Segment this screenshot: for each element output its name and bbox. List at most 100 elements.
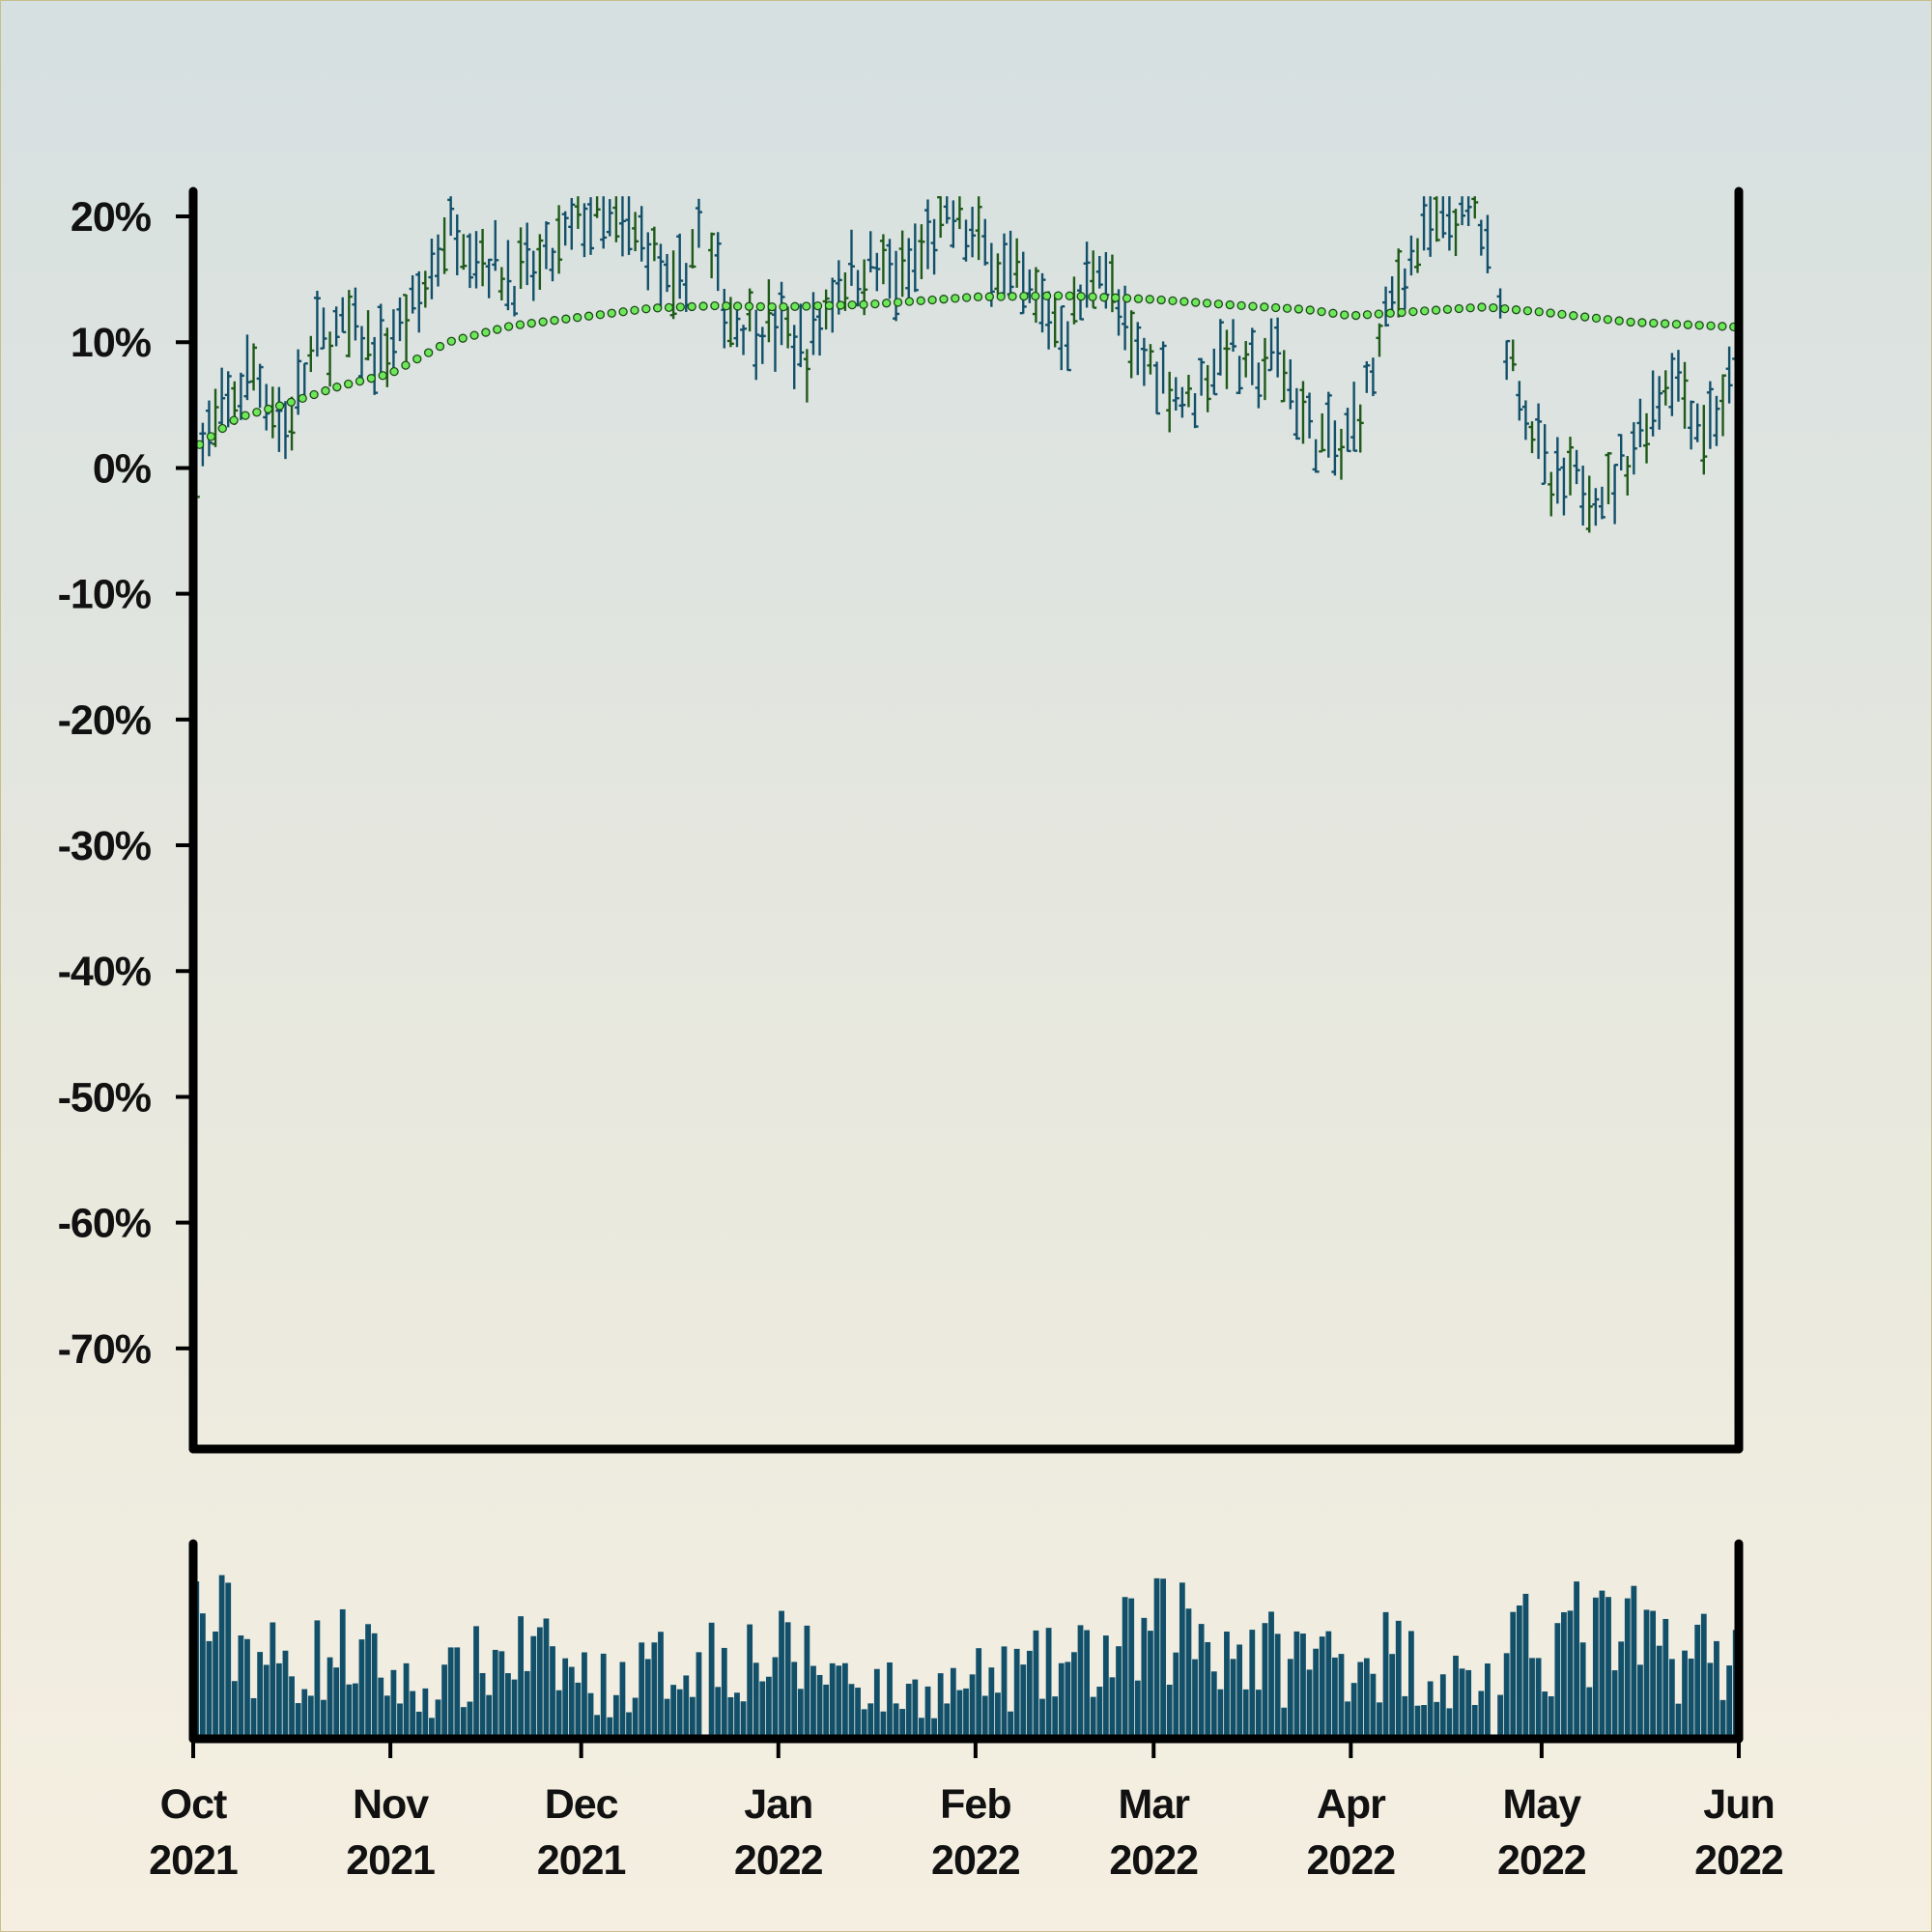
- volume-bar: [1688, 1658, 1694, 1739]
- volume-bar: [1370, 1673, 1377, 1739]
- ohlc-bar: [377, 303, 384, 375]
- moving-average-point: [389, 366, 399, 377]
- volume-bar: [1262, 1623, 1268, 1739]
- ohlc-bar: [485, 258, 493, 298]
- ohlc-bar: [1095, 255, 1103, 289]
- ohlc-bar: [1191, 393, 1199, 429]
- volume-bar: [708, 1622, 715, 1739]
- moving-average-point: [664, 302, 674, 313]
- ohlc-bar: [1216, 319, 1224, 376]
- moving-average-point: [893, 298, 903, 307]
- moving-average-point: [469, 330, 479, 340]
- volume-bar: [410, 1690, 416, 1739]
- volume-bar: [1319, 1636, 1325, 1739]
- moving-average-point: [1614, 316, 1624, 326]
- moving-average-point: [538, 317, 548, 327]
- ohlc-bar: [1407, 235, 1415, 276]
- volume-bar: [333, 1667, 340, 1739]
- ohlc-bar: [1331, 420, 1339, 476]
- moving-average-point: [847, 299, 857, 310]
- volume-bar: [747, 1624, 753, 1739]
- ohlc-bar: [1427, 196, 1435, 257]
- volume-bar: [1714, 1640, 1719, 1739]
- volume-bar: [1434, 1701, 1440, 1739]
- ohlc-bar: [212, 388, 219, 447]
- ohlc-bar: [1656, 376, 1663, 430]
- volume-bar: [676, 1689, 683, 1739]
- moving-average-point: [1168, 296, 1178, 306]
- ohlc-bar: [466, 233, 473, 289]
- moving-average-point: [859, 299, 868, 309]
- volume-bar: [664, 1698, 670, 1739]
- ohlc-bar: [1306, 392, 1314, 439]
- volume-bar: [683, 1675, 690, 1739]
- volume-bar: [1624, 1598, 1631, 1739]
- volume-bar: [1478, 1690, 1485, 1739]
- ohlc-bar: [275, 386, 283, 452]
- volume-bar: [740, 1701, 747, 1739]
- ohlc-bar: [1700, 405, 1708, 475]
- volume-bar: [206, 1640, 213, 1739]
- volume-bar: [893, 1703, 899, 1739]
- ohlc-bar: [205, 400, 213, 457]
- volume-bar: [658, 1632, 664, 1739]
- x-tick-label-month: Mar: [1119, 1781, 1191, 1828]
- volume-bar: [1071, 1652, 1077, 1739]
- volume-bar: [836, 1665, 842, 1739]
- volume-bar: [1389, 1654, 1396, 1739]
- moving-average-point: [401, 360, 411, 370]
- volume-bar: [1522, 1593, 1529, 1739]
- moving-average-point: [366, 374, 377, 384]
- volume-bar: [492, 1649, 498, 1739]
- ohlc-bar: [753, 309, 760, 381]
- ohlc-bar: [797, 303, 805, 368]
- ohlc-bar: [1013, 238, 1021, 288]
- ohlc-bar: [497, 267, 505, 300]
- moving-average-point: [675, 302, 686, 312]
- volume-bar: [1281, 1707, 1288, 1739]
- moving-average-point: [1260, 302, 1269, 312]
- moving-average-point: [904, 297, 915, 306]
- ohlc-bar: [981, 218, 989, 266]
- volume-bar: [1694, 1624, 1701, 1739]
- moving-average-point: [951, 294, 960, 303]
- moving-average-point: [1534, 307, 1544, 317]
- volume-bar: [358, 1639, 365, 1739]
- moving-average-point: [1603, 315, 1613, 325]
- ohlc-bar: [1503, 339, 1511, 381]
- y-tick-label: 20%: [71, 194, 152, 241]
- ohlc-bar: [1516, 381, 1523, 421]
- volume-bar: [365, 1624, 371, 1739]
- volume-bar: [530, 1635, 537, 1739]
- ohlc-bar: [1363, 361, 1371, 393]
- ohlc-bar: [600, 196, 608, 249]
- ohlc-bar: [1611, 464, 1619, 525]
- ohlc-bar: [1725, 346, 1733, 404]
- ohlc-bar: [345, 290, 353, 357]
- volume-bar: [1421, 1705, 1427, 1739]
- moving-average-point: [526, 319, 536, 328]
- ohlc-bar: [1464, 196, 1472, 227]
- ohlc-bar: [364, 310, 372, 361]
- volume-bar: [1065, 1662, 1071, 1739]
- ohlc-bar: [1223, 329, 1231, 389]
- ohlc-bar: [1706, 381, 1714, 449]
- volume-bar: [257, 1652, 264, 1739]
- ohlc-bar: [632, 212, 639, 252]
- ohlc-bar: [1019, 251, 1027, 315]
- moving-average-point: [973, 292, 983, 301]
- volume-bar: [1363, 1658, 1370, 1739]
- moving-average-point: [344, 379, 354, 389]
- moving-average-point: [767, 302, 777, 312]
- volume-bar: [282, 1650, 289, 1739]
- y-tick-label: -70%: [58, 1326, 152, 1373]
- ohlc-bar: [708, 232, 716, 279]
- ohlc-bar: [1312, 439, 1320, 473]
- ohlc-bar: [1287, 359, 1294, 410]
- moving-average-point: [206, 432, 216, 441]
- ohlc-bar: [453, 213, 461, 275]
- ohlc-bar: [1058, 305, 1065, 371]
- moving-average-point: [355, 376, 365, 386]
- volume-bar: [575, 1682, 582, 1739]
